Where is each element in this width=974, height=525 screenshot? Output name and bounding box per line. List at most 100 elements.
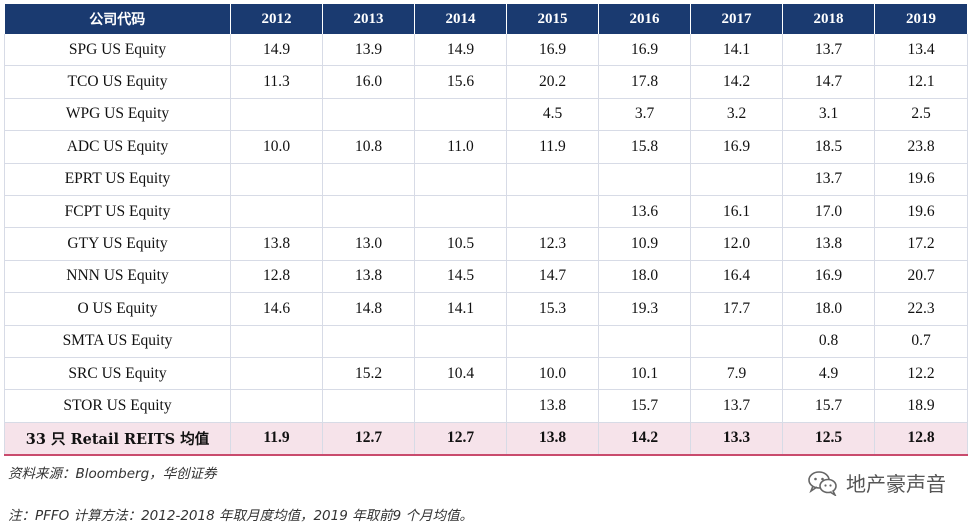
value-cell: 12.8 [230,260,323,294]
header-year: 2015 [506,4,599,34]
value-cell: 11.0 [414,130,507,164]
company-code-cell: WPG US Equity [4,98,231,132]
value-cell: 22.3 [874,292,968,326]
value-cell: 10.1 [598,357,691,391]
header-year: 2012 [230,4,323,34]
wechat-icon [808,470,838,496]
header-year: 2016 [598,4,691,34]
value-cell: 15.7 [598,389,691,423]
value-cell [322,163,415,196]
table-row: STOR US Equity 13.8 15.7 13.7 15.7 18.9 [4,389,968,423]
value-cell: 14.2 [690,65,783,99]
company-code-cell: EPRT US Equity [4,163,231,196]
table-row: TCO US Equity 11.3 16.0 15.6 20.2 17.8 14.2 14.… [4,65,968,99]
value-cell: 13.8 [782,227,875,261]
table-header: 公司代码 2012 2013 2014 2015 2016 2017 2018 2019 [4,4,968,34]
value-cell: 10.9 [598,227,691,261]
value-cell: 2.5 [874,98,968,132]
value-cell [230,98,323,132]
value-cell: 18.0 [598,260,691,294]
header-year: 2018 [782,4,875,34]
table-row: SPG US Equity 14.9 13.9 14.9 16.9 16.9 14.1 13.… [4,34,968,67]
value-cell: 14.9 [414,34,507,67]
value-cell: 13.7 [690,389,783,423]
value-cell: 11.9 [506,130,599,164]
summary-value-cell: 12.7 [322,422,415,457]
table-row: O US Equity 14.6 14.8 14.1 15.3 19.3 17.7 18.0 2… [4,292,968,326]
value-cell: 10.0 [230,130,323,164]
value-cell: 16.9 [782,260,875,294]
value-cell: 7.9 [690,357,783,391]
company-code-cell: SPG US Equity [4,34,231,67]
summary-value-cell: 12.8 [874,422,968,457]
value-cell: 20.7 [874,260,968,294]
value-cell: 19.6 [874,163,968,196]
value-cell [230,357,323,391]
summary-label-cell: 33 只 Retail REITS 均值 [4,422,231,457]
value-cell: 17.8 [598,65,691,99]
value-cell [230,195,323,229]
value-cell: 16.4 [690,260,783,294]
summary-value-cell: 13.8 [506,422,599,457]
value-cell [322,389,415,423]
header-row: 公司代码 2012 2013 2014 2015 2016 2017 2018 2019 [4,4,968,34]
value-cell: 3.2 [690,98,783,132]
value-cell: 17.0 [782,195,875,229]
company-code-cell: GTY US Equity [4,227,231,261]
value-cell: 16.9 [506,34,599,67]
summary-value-cell: 11.9 [230,422,323,457]
value-cell [690,163,783,196]
value-cell: 14.5 [414,260,507,294]
value-cell [322,98,415,132]
company-code-cell: FCPT US Equity [4,195,231,229]
value-cell: 18.9 [874,389,968,423]
value-cell: 17.7 [690,292,783,326]
summary-value-cell: 12.7 [414,422,507,457]
value-cell [414,389,507,423]
summary-value-cell: 14.2 [598,422,691,457]
summary-value-cell: 12.5 [782,422,875,457]
company-code-cell: SRC US Equity [4,357,231,391]
value-cell: 20.2 [506,65,599,99]
table-row: WPG US Equity 4.5 3.7 3.2 3.1 2.5 [4,98,968,132]
company-code-cell: TCO US Equity [4,65,231,99]
value-cell: 13.7 [782,34,875,67]
header-year: 2013 [322,4,415,34]
value-cell: 10.0 [506,357,599,391]
value-cell: 19.6 [874,195,968,229]
table-row: SRC US Equity 15.2 10.4 10.0 10.1 7.9 4.9 12.2 [4,357,968,391]
value-cell: 11.3 [230,65,323,99]
pffo-table: 公司代码 2012 2013 2014 2015 2016 2017 2018 2019 SPG… [4,4,968,457]
value-cell: 18.0 [782,292,875,326]
value-cell [598,325,691,358]
value-cell: 16.0 [322,65,415,99]
table-row: ADC US Equity 10.0 10.8 11.0 11.9 15.8 16.9 18.… [4,130,968,164]
value-cell: 16.1 [690,195,783,229]
value-cell: 15.7 [782,389,875,423]
value-cell [414,163,507,196]
value-cell: 14.7 [506,260,599,294]
value-cell [230,389,323,423]
value-cell: 13.7 [782,163,875,196]
value-cell: 13.8 [506,389,599,423]
company-code-cell: ADC US Equity [4,130,231,164]
table-row: FCPT US Equity 13.6 16.1 17.0 19.6 [4,195,968,229]
footnote: 注：PFFO 计算方法：2012-2018 年取月度均值，2019 年取前9 个… [8,508,473,524]
value-cell: 0.7 [874,325,968,358]
table-row: NNN US Equity 12.8 13.8 14.5 14.7 18.0 16.4 16.… [4,260,968,294]
value-cell: 10.8 [322,130,415,164]
value-cell: 4.5 [506,98,599,132]
value-cell: 14.9 [230,34,323,67]
watermark: 地产豪声音 [808,468,946,497]
value-cell: 14.7 [782,65,875,99]
value-cell: 12.2 [874,357,968,391]
company-code-cell: SMTA US Equity [4,325,231,358]
value-cell: 10.4 [414,357,507,391]
value-cell: 14.1 [690,34,783,67]
value-cell: 19.3 [598,292,691,326]
value-cell [414,325,507,358]
value-cell [322,325,415,358]
value-cell: 12.1 [874,65,968,99]
header-year: 2014 [414,4,507,34]
value-cell: 14.1 [414,292,507,326]
